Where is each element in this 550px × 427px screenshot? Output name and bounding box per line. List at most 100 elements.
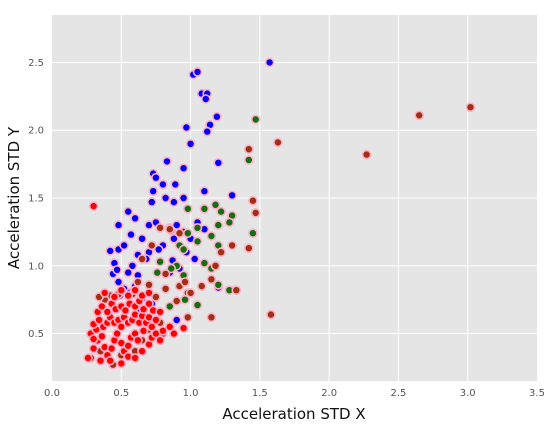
data-points — [83, 57, 476, 370]
y-tick-label: 2.0 — [28, 126, 44, 137]
red-data-point — [109, 292, 120, 302]
green-data-point — [199, 204, 210, 214]
red-data-point — [116, 285, 127, 296]
red-data-point — [151, 315, 161, 325]
blue-data-point — [212, 111, 222, 122]
green-data-point — [192, 300, 203, 310]
brown-data-point — [250, 208, 261, 218]
brown-data-point — [137, 254, 147, 264]
red-data-point — [102, 307, 113, 317]
y-tick-label: 0.5 — [28, 329, 44, 340]
green-data-point — [152, 267, 163, 278]
blue-data-point — [162, 156, 172, 167]
x-tick-label: 0.0 — [44, 388, 60, 399]
red-data-point — [169, 328, 179, 339]
red-data-point — [105, 355, 115, 366]
x-tick-label: 2.5 — [390, 388, 406, 399]
brown-data-point — [266, 309, 276, 320]
red-data-point — [88, 201, 99, 211]
brown-data-point — [227, 240, 237, 251]
red-data-point — [116, 321, 127, 332]
blue-data-point — [127, 260, 138, 271]
x-axis-title: Acceleration STD X — [222, 405, 365, 423]
red-data-point — [123, 340, 133, 351]
blue-data-point — [137, 233, 147, 244]
blue-data-point — [130, 213, 140, 224]
green-data-point — [183, 204, 193, 214]
blue-data-point — [264, 57, 275, 68]
blue-data-point — [169, 197, 179, 207]
blue-data-point — [178, 163, 189, 173]
x-tick-label: 1.0 — [183, 388, 199, 399]
blue-data-point — [169, 233, 179, 244]
red-data-point — [97, 331, 107, 342]
red-data-point — [144, 298, 154, 309]
brown-data-point — [361, 149, 372, 160]
red-data-point — [133, 335, 143, 346]
y-tick-label: 1.5 — [28, 194, 44, 205]
x-tick-labels: 0.0 0.5 1.0 1.5 2.0 2.5 3.0 3.5 — [44, 388, 545, 399]
blue-data-point — [160, 193, 171, 203]
red-data-point — [88, 334, 99, 344]
y-axis-title: Acceleration STD Y — [5, 126, 23, 269]
y-tick-labels: 0.5 1.0 1.5 2.0 2.5 — [28, 58, 44, 340]
x-tick-label: 1.5 — [252, 388, 268, 399]
green-data-point — [206, 231, 217, 241]
brown-data-point — [180, 277, 190, 287]
x-tick-label: 3.0 — [460, 388, 476, 399]
blue-data-point — [148, 186, 158, 196]
red-data-point — [165, 321, 175, 332]
green-data-point — [210, 200, 221, 210]
blue-data-point — [123, 206, 133, 217]
blue-data-point — [153, 244, 164, 255]
y-tick-label: 2.5 — [28, 58, 44, 69]
brown-data-point — [160, 283, 171, 294]
red-data-point — [130, 353, 140, 363]
brown-data-point — [248, 195, 258, 206]
green-data-point — [248, 228, 258, 238]
brown-data-point — [210, 260, 221, 271]
green-data-point — [244, 155, 254, 165]
red-data-point — [147, 321, 157, 332]
x-tick-label: 0.5 — [113, 388, 129, 399]
brown-data-point — [133, 277, 143, 287]
x-tick-label: 2.0 — [321, 388, 337, 399]
blue-data-point — [199, 186, 210, 196]
green-data-point — [178, 244, 189, 255]
blue-data-point — [202, 126, 212, 137]
brown-data-point — [216, 247, 226, 257]
blue-data-point — [151, 172, 161, 183]
red-data-point — [95, 355, 106, 366]
blue-data-point — [113, 220, 124, 230]
red-data-point — [144, 288, 154, 298]
blue-data-point — [185, 139, 196, 149]
red-data-point — [138, 304, 149, 315]
brown-data-point — [160, 269, 171, 279]
brown-data-point — [155, 223, 165, 233]
brown-data-point — [183, 312, 193, 323]
green-data-point — [250, 114, 261, 125]
brown-data-point — [244, 243, 254, 253]
x-tick-label: 3.5 — [529, 388, 545, 399]
blue-data-point — [181, 122, 192, 133]
blue-data-point — [189, 254, 200, 264]
blue-data-point — [126, 229, 136, 240]
brown-data-point — [165, 224, 175, 234]
green-data-point — [216, 206, 226, 217]
brown-data-point — [231, 285, 242, 296]
red-data-point — [106, 343, 117, 354]
green-data-point — [166, 263, 176, 274]
brown-data-point — [151, 292, 161, 302]
green-data-point — [183, 228, 193, 238]
green-data-point — [199, 258, 210, 268]
brown-data-point — [196, 281, 207, 291]
blue-data-point — [213, 158, 224, 168]
red-data-point — [116, 358, 127, 369]
brown-data-point — [273, 137, 283, 148]
red-data-point — [137, 346, 147, 357]
brown-data-point — [206, 274, 217, 285]
blue-data-point — [158, 179, 168, 190]
brown-data-point — [174, 228, 185, 238]
red-data-point — [120, 305, 131, 316]
